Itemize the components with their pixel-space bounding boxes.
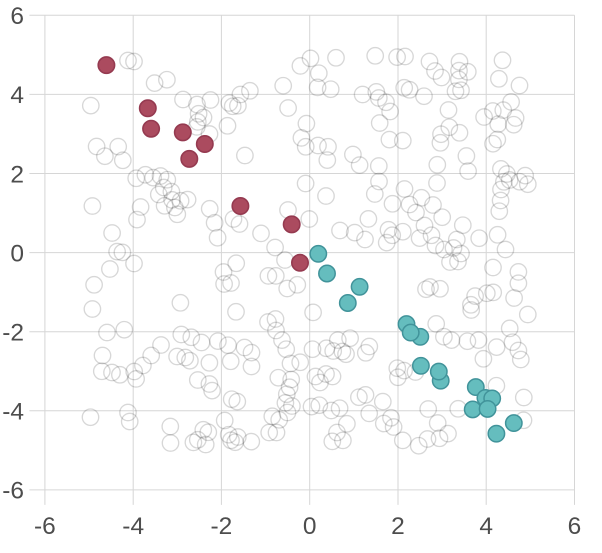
svg-text:-2: -2 bbox=[211, 513, 233, 540]
svg-text:6: 6 bbox=[10, 3, 24, 30]
svg-text:-4: -4 bbox=[2, 399, 24, 426]
svg-text:0: 0 bbox=[10, 240, 24, 267]
svg-text:0: 0 bbox=[303, 513, 317, 540]
svg-text:2: 2 bbox=[10, 161, 24, 188]
svg-text:4: 4 bbox=[10, 82, 24, 109]
svg-text:-4: -4 bbox=[122, 513, 144, 540]
svg-text:2: 2 bbox=[391, 513, 405, 540]
svg-text:-6: -6 bbox=[2, 478, 24, 505]
svg-text:-6: -6 bbox=[34, 513, 56, 540]
svg-text:6: 6 bbox=[568, 513, 582, 540]
svg-text:4: 4 bbox=[479, 513, 493, 540]
svg-text:-2: -2 bbox=[2, 320, 24, 347]
